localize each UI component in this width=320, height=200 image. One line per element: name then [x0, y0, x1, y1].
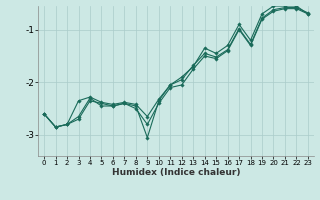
X-axis label: Humidex (Indice chaleur): Humidex (Indice chaleur) [112, 168, 240, 177]
